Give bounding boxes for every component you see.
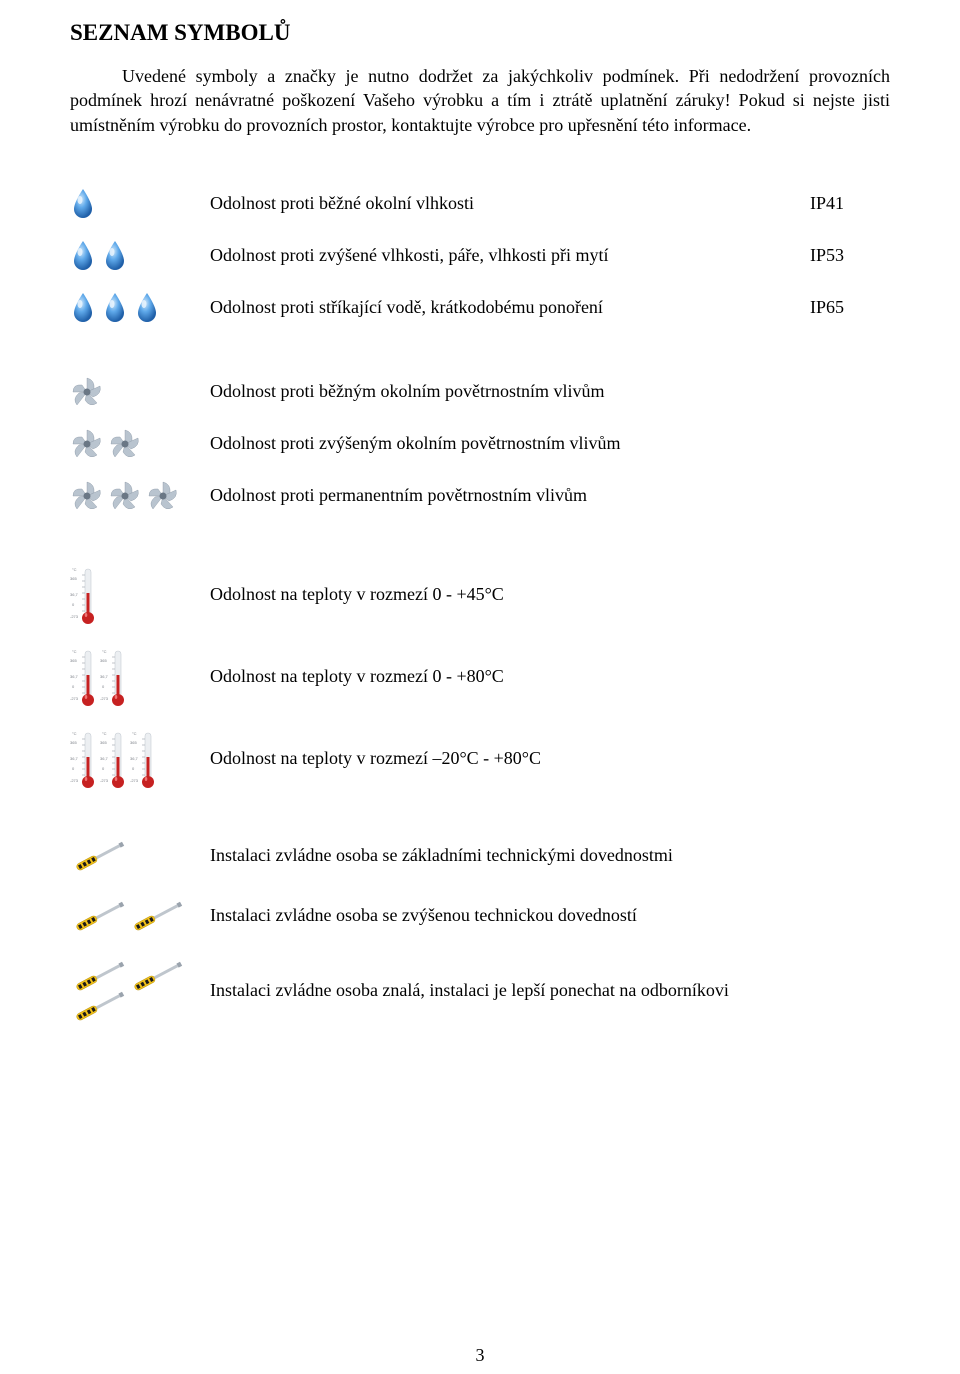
water-drop-icon bbox=[70, 239, 96, 273]
install-label: Instalaci zvládne osoba se základními te… bbox=[200, 845, 890, 866]
humidity-row: Odolnost proti stříkající vodě, krátkodo… bbox=[70, 291, 890, 325]
temperature-label: Odolnost na teploty v rozmezí –20°C - +8… bbox=[200, 748, 890, 769]
thermometer-icon-group bbox=[70, 645, 128, 709]
intro-paragraph: Uvedené symboly a značky je nutno dodrže… bbox=[70, 64, 890, 137]
fan-icon-group bbox=[70, 479, 180, 513]
weather-row: Odolnost proti běžným okolním povětrnost… bbox=[70, 375, 890, 409]
thermometer-icon-group bbox=[70, 563, 98, 627]
water-drop-icon bbox=[70, 187, 96, 221]
install-label: Instalaci zvládne osoba znalá, instalaci… bbox=[200, 980, 890, 1001]
install-label: Instalaci zvládne osoba se zvýšenou tech… bbox=[200, 905, 890, 926]
fan-icon bbox=[108, 479, 142, 513]
thermometer-icon bbox=[70, 563, 98, 627]
screwdriver-icon bbox=[70, 991, 128, 1021]
fan-icon bbox=[70, 427, 104, 461]
drop-icon-group bbox=[70, 187, 160, 221]
weather-row: Odolnost proti zvýšeným okolním povětrno… bbox=[70, 427, 890, 461]
thermometer-icon bbox=[100, 727, 128, 791]
temperature-row: Odolnost na teploty v rozmezí –20°C - +8… bbox=[70, 727, 890, 791]
humidity-label: Odolnost proti zvýšené vlhkosti, páře, v… bbox=[200, 245, 810, 266]
fan-icon bbox=[70, 375, 104, 409]
temperature-row: Odolnost na teploty v rozmezí 0 - +80°C bbox=[70, 645, 890, 709]
weather-label: Odolnost proti permanentním povětrnostní… bbox=[200, 485, 890, 506]
install-row: Instalaci zvládne osoba znalá, instalaci… bbox=[70, 961, 890, 1021]
temperature-label: Odolnost na teploty v rozmezí 0 - +45°C bbox=[200, 584, 890, 605]
screwdriver-icon bbox=[70, 841, 128, 871]
screwdriver-icon-group bbox=[70, 961, 190, 1021]
weather-label: Odolnost proti běžným okolním povětrnost… bbox=[200, 381, 890, 402]
fan-icon-group bbox=[70, 427, 180, 461]
thermometer-icon bbox=[70, 727, 98, 791]
fan-icon-group bbox=[70, 375, 180, 409]
humidity-code: IP65 bbox=[810, 297, 890, 318]
humidity-label: Odolnost proti běžné okolní vlhkosti bbox=[200, 193, 810, 214]
humidity-code: IP41 bbox=[810, 193, 890, 214]
screwdriver-icon-group bbox=[70, 841, 190, 871]
temperature-label: Odolnost na teploty v rozmezí 0 - +80°C bbox=[200, 666, 890, 687]
weather-label: Odolnost proti zvýšeným okolním povětrno… bbox=[200, 433, 890, 454]
water-drop-icon bbox=[70, 291, 96, 325]
thermometer-icon bbox=[70, 645, 98, 709]
install-row: Instalaci zvládne osoba se základními te… bbox=[70, 841, 890, 871]
screwdriver-icon bbox=[128, 901, 186, 931]
fan-icon bbox=[146, 479, 180, 513]
drop-icon-group bbox=[70, 291, 160, 325]
weather-row: Odolnost proti permanentním povětrnostní… bbox=[70, 479, 890, 513]
thermometer-icon bbox=[130, 727, 158, 791]
water-drop-icon bbox=[134, 291, 160, 325]
water-drop-icon bbox=[102, 239, 128, 273]
temperature-row: Odolnost na teploty v rozmezí 0 - +45°C bbox=[70, 563, 890, 627]
thermometer-icon bbox=[100, 645, 128, 709]
humidity-row: Odolnost proti zvýšené vlhkosti, páře, v… bbox=[70, 239, 890, 273]
install-row: Instalaci zvládne osoba se zvýšenou tech… bbox=[70, 901, 890, 931]
screwdriver-icon-group bbox=[70, 901, 190, 931]
humidity-code: IP53 bbox=[810, 245, 890, 266]
humidity-label: Odolnost proti stříkající vodě, krátkodo… bbox=[200, 297, 810, 318]
fan-icon bbox=[70, 479, 104, 513]
page-title: SEZNAM SYMBOLŮ bbox=[70, 20, 890, 46]
screwdriver-icon bbox=[70, 961, 128, 991]
humidity-row: Odolnost proti běžné okolní vlhkosti IP4… bbox=[70, 187, 890, 221]
intro-text: Uvedené symboly a značky je nutno dodrže… bbox=[70, 66, 890, 135]
fan-icon bbox=[108, 427, 142, 461]
screwdriver-icon bbox=[128, 961, 186, 991]
water-drop-icon bbox=[102, 291, 128, 325]
drop-icon-group bbox=[70, 239, 160, 273]
screwdriver-icon bbox=[70, 901, 128, 931]
page-number: 3 bbox=[0, 1345, 960, 1366]
thermometer-icon-group bbox=[70, 727, 158, 791]
